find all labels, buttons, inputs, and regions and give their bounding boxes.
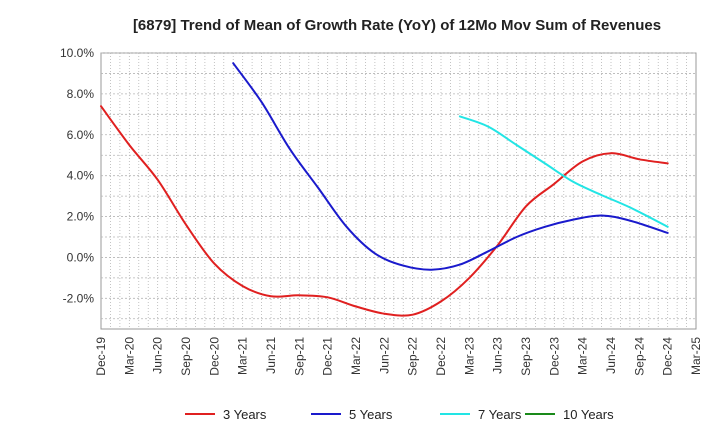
x-tick-label: Jun-23 — [491, 337, 505, 374]
legend-label: 10 Years — [563, 407, 614, 422]
x-tick-label: Dec-20 — [207, 337, 221, 376]
chart-title: [6879] Trend of Mean of Growth Rate (YoY… — [133, 17, 661, 34]
x-tick-label: Dec-22 — [434, 337, 448, 376]
x-axis: Dec-19 Mar-20 Jun-20 Sep-20 Dec-20 Mar-21 Jun-… — [94, 337, 703, 376]
x-tick-label: Jun-24 — [604, 337, 618, 374]
x-tick-label: Mar-25 — [689, 337, 703, 375]
x-tick-label: Jun-20 — [151, 337, 165, 374]
x-tick-label: Sep-20 — [179, 337, 193, 376]
y-tick-label: 0.0% — [67, 250, 95, 264]
y-tick-label: 10.0% — [60, 46, 94, 60]
x-tick-label: Sep-23 — [519, 337, 533, 376]
series-line-7-years — [458, 115, 669, 228]
x-tick-label: Mar-24 — [576, 337, 590, 375]
grid — [101, 52, 696, 329]
y-tick-label: -2.0% — [63, 291, 95, 305]
y-tick-label: 2.0% — [67, 210, 95, 224]
y-axis: 10.0% 8.0% 6.0% 4.0% 2.0% 0.0% -2.0% — [60, 46, 94, 305]
x-tick-label: Jun-21 — [264, 337, 278, 374]
y-tick-label: 4.0% — [67, 169, 95, 183]
x-tick-label: Mar-23 — [462, 337, 476, 375]
legend-label: 3 Years — [223, 407, 267, 422]
x-tick-label: Sep-24 — [632, 337, 646, 376]
x-tick-label: Dec-19 — [94, 337, 108, 376]
x-tick-label: Dec-21 — [321, 337, 335, 376]
x-tick-label: Sep-22 — [406, 337, 420, 376]
x-tick-label: Dec-23 — [547, 337, 561, 376]
series-lines — [100, 62, 669, 317]
x-tick-label: Jun-22 — [377, 337, 391, 374]
y-tick-label: 6.0% — [67, 128, 95, 142]
legend-label: 7 Years — [478, 407, 522, 422]
plot-area — [100, 52, 697, 330]
x-tick-label: Dec-24 — [661, 337, 675, 376]
series-line-3-years — [100, 105, 669, 317]
x-tick-label: Mar-22 — [349, 337, 363, 375]
x-tick-label: Mar-21 — [236, 337, 250, 375]
x-tick-label: Sep-21 — [292, 337, 306, 376]
x-tick-label: Mar-20 — [122, 337, 136, 375]
legend-label: 5 Years — [349, 407, 393, 422]
legend: 3 Years 5 Years 7 Years 10 Years — [185, 407, 614, 422]
series-line-5-years — [232, 62, 669, 271]
y-tick-label: 8.0% — [67, 87, 95, 101]
